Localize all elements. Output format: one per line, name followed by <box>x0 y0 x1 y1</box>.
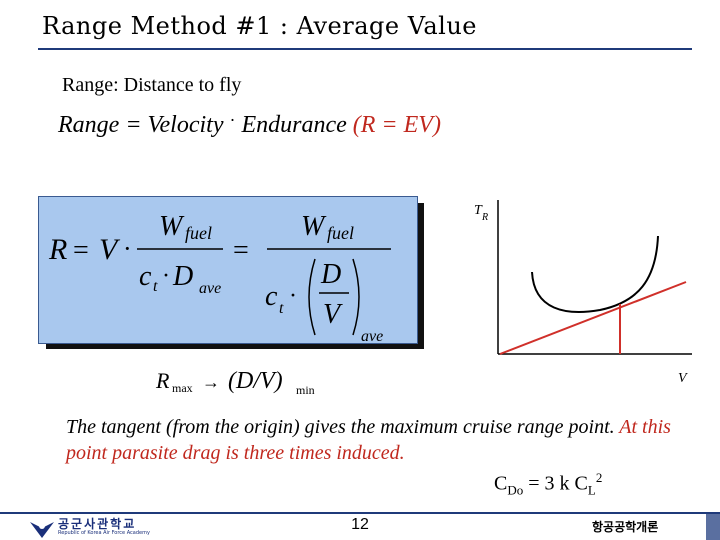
thrust-required-curve <box>531 235 659 313</box>
formula-D1: D <box>172 261 193 292</box>
formula-eq2: = <box>233 235 249 266</box>
formula-dot3: · <box>289 283 297 309</box>
formula-c1: c <box>139 261 152 292</box>
formula-t1: t <box>153 278 158 295</box>
formula-box: R = V · W fuel c t · D ave = W fuel c t … <box>38 196 418 345</box>
tangent-statement: The tangent (from the origin) gives the … <box>66 414 706 466</box>
equation-left: Range = Velocity <box>58 112 224 138</box>
rmax-expr: (D/V) <box>228 368 283 394</box>
academy-logo-subtext: Republic of Korea Air Force Academy <box>58 530 150 536</box>
footer-strip <box>706 514 720 540</box>
thrust-velocity-graph: T R V <box>474 200 692 386</box>
cdo-sup: 2 <box>595 470 603 485</box>
formula-svg: R = V · W fuel c t · D ave = W fuel c t … <box>48 211 391 345</box>
academy-emblem-icon <box>30 522 54 538</box>
formula-R: R <box>48 233 67 266</box>
formula-t2: t <box>279 300 284 317</box>
paren-left <box>308 258 316 336</box>
equation-dot: · <box>229 110 236 130</box>
rmax-min: min <box>296 383 315 397</box>
formula-fuel1: fuel <box>185 223 212 243</box>
formula-Dbig: D <box>320 259 341 290</box>
cdo-C: C <box>494 472 508 495</box>
formula-W2: W <box>301 211 327 242</box>
title-rule <box>38 48 692 50</box>
course-name: 항공공학개론 <box>592 520 659 534</box>
y-axis-label: T <box>474 203 483 218</box>
rmax-arrow: → <box>202 372 220 392</box>
footer-rule <box>0 512 720 514</box>
academy-logo-text: 공군사관학교 <box>58 517 137 531</box>
formula-c2: c <box>265 281 278 312</box>
formula-ave2: ave <box>361 328 383 345</box>
statement-black: The tangent (from the origin) gives the … <box>66 416 620 438</box>
formula-dot1: · <box>123 234 132 263</box>
rmax-R: R <box>155 368 170 393</box>
page-title: Range Method #1 : Average Value <box>42 12 477 40</box>
y-axis-sub: R <box>481 212 488 223</box>
rmax-expression: R max → (D/V) min <box>155 368 315 397</box>
formula-W1: W <box>159 211 185 242</box>
formula-V: V <box>99 233 121 266</box>
formula-Vbig: V <box>323 299 343 330</box>
cdo-relation: CDo = 3 k CL2 <box>494 470 602 499</box>
formula-fuel2: fuel <box>327 223 354 243</box>
cdo-sub1: Do <box>507 482 524 498</box>
tangent-line <box>499 281 687 355</box>
statement-red: At this point parasite drag is three tim… <box>66 416 671 464</box>
cdo-mid: = 3 k C <box>523 472 588 495</box>
subtitle: Range: Distance to fly <box>62 74 242 96</box>
range-equation: Range = Velocity · Endurance (R = EV) <box>58 110 441 139</box>
cdo-sub2: L <box>587 482 596 498</box>
rmax-max: max <box>172 381 193 395</box>
equation-right: Endurance <box>241 112 347 138</box>
x-axis-label: V <box>678 371 688 386</box>
page-number: 12 <box>351 516 369 533</box>
formula-ave1: ave <box>199 280 221 297</box>
formula-dot2: · <box>162 263 170 289</box>
formula-eq1: = <box>73 235 89 266</box>
equation-paren: (R = EV) <box>352 112 441 138</box>
paren-right <box>352 258 360 336</box>
